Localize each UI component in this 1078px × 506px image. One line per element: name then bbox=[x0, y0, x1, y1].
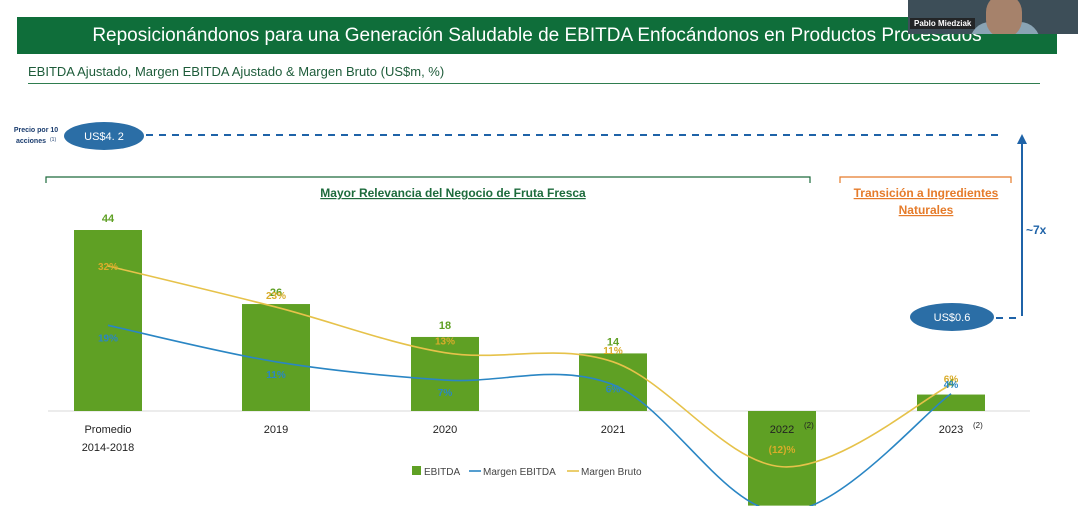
bracket-ingredients-label-2: Naturales bbox=[899, 203, 954, 217]
bracket-fresh-fruit-label: Mayor Relevancia del Negocio de Fruta Fr… bbox=[320, 186, 586, 200]
x-tick-footnote: (2) bbox=[804, 421, 814, 430]
chart-subtitle: EBITDA Ajustado, Margen EBITDA Ajustado … bbox=[28, 64, 445, 79]
ebitda-bar bbox=[748, 411, 816, 506]
ebitda-margin-line bbox=[107, 324, 952, 506]
multiple-label: ~7x bbox=[1026, 223, 1047, 237]
x-tick-footnote: (2) bbox=[973, 421, 983, 430]
ebitda-bar bbox=[917, 394, 985, 411]
legend-ebitda-label: EBITDA bbox=[424, 467, 460, 478]
ebitda-margin-label: 19% bbox=[98, 333, 118, 344]
ebitda-bar bbox=[579, 353, 647, 411]
ebitda-data-label: 44 bbox=[102, 213, 115, 225]
ebitda-bar bbox=[411, 336, 479, 411]
price-end-value: US$0.6 bbox=[934, 312, 971, 324]
gross-margin-line bbox=[107, 265, 952, 468]
ebitda-margin-label: 4% bbox=[944, 380, 959, 391]
gross-margin-label: (12)% bbox=[769, 445, 796, 456]
x-tick-label: 2021 bbox=[601, 424, 625, 436]
bracket-ingredients bbox=[839, 176, 1012, 183]
ebitda-margin-label: 7% bbox=[438, 388, 453, 399]
x-tick-label: 2022 bbox=[770, 424, 794, 436]
participant-video[interactable]: Pablo Miedziak bbox=[908, 0, 1078, 34]
price-label-footnote: (1) bbox=[50, 137, 56, 143]
legend-ebitda-swatch bbox=[412, 466, 421, 475]
bracket-ingredients-label-1: Transición a Ingredientes bbox=[854, 186, 999, 200]
slide-title: Reposicionándonos para una Generación Sa… bbox=[17, 17, 1057, 54]
price-label-line1: Precio por 10 bbox=[14, 127, 58, 134]
gross-margin-label: 6% bbox=[944, 375, 959, 386]
x-tick-label: 2020 bbox=[433, 424, 457, 436]
participant-avatar bbox=[986, 0, 1022, 34]
gross-margin-label: 13% bbox=[435, 337, 455, 348]
x-tick-label-line2: 2014-2018 bbox=[82, 442, 135, 454]
ebitda-bar bbox=[74, 230, 142, 411]
multiple-arrow-head bbox=[1017, 134, 1027, 144]
ebitda-data-label: 4 bbox=[948, 378, 955, 390]
legend-gross-margin-label: Margen Bruto bbox=[581, 467, 642, 478]
x-tick-label: 2023 bbox=[939, 424, 963, 436]
price-start-value: US$4. 2 bbox=[84, 131, 124, 143]
gross-margin-label: 11% bbox=[603, 346, 623, 357]
bracket-fresh-fruit bbox=[45, 176, 811, 183]
ebitda-margin-label: 6% bbox=[606, 385, 621, 396]
price-end-bubble bbox=[910, 303, 994, 331]
x-tick-label: 2019 bbox=[264, 424, 288, 436]
price-label-line2: acciones bbox=[16, 138, 46, 145]
gross-margin-label: 32% bbox=[98, 262, 118, 273]
ebitda-data-label: 26 bbox=[270, 287, 282, 299]
price-start-bubble bbox=[64, 122, 144, 150]
x-tick-label: Promedio bbox=[84, 424, 131, 436]
participant-name: Pablo Miedziak bbox=[910, 18, 976, 29]
ebitda-data-label: 14 bbox=[607, 336, 620, 348]
subtitle-divider bbox=[28, 83, 1040, 84]
gross-margin-label: 23% bbox=[266, 291, 286, 302]
ebitda-margin-label: 11% bbox=[266, 370, 286, 381]
legend-ebitda-margin-label: Margen EBITDA bbox=[483, 467, 556, 478]
ebitda-data-label: 18 bbox=[439, 320, 451, 332]
